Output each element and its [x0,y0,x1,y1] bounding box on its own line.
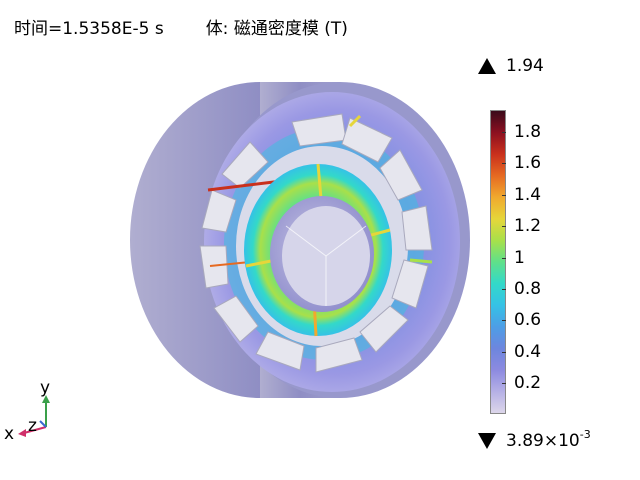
legend-tick-label: 0.8 [514,278,542,299]
legend-tick-label: 1 [514,247,525,268]
legend-tick-mark [502,257,506,259]
legend-tick-mark [502,131,506,133]
z-axis-label: z [28,416,37,436]
legend-max-value: 1.94 [506,56,544,76]
legend-tick-mark [502,163,506,165]
legend-tick-mark [502,226,506,228]
legend-tick-label: 1.4 [514,184,542,205]
y-axis-head [42,395,50,403]
legend-min-value: 3.89×10 [506,431,580,451]
y-axis-label: y [40,378,50,398]
plot-title: 时间=1.5358E-5 s 体: 磁通密度模 (T) [14,14,348,39]
time-label: 时间=1.5358E-5 s [14,19,164,39]
legend-tick-mark [502,383,506,385]
legend-tick-label: 0.6 [514,310,542,331]
legend-tick-mark [502,351,506,353]
legend-tick-mark [502,194,506,196]
motor-3d-view[interactable] [110,70,480,420]
stator-teeth [199,113,433,373]
triangle-down-icon [478,433,496,449]
legend-max: 1.94 [478,56,544,76]
legend-tick-label: 1.2 [514,216,542,237]
legend-min-exponent: -3 [579,428,591,441]
legend-tick-label: 1.6 [514,153,542,174]
rotor-hub [270,196,374,312]
legend-tick-label: 0.2 [514,373,542,394]
triangle-up-icon [478,58,496,74]
legend-tick-label: 0.4 [514,341,542,362]
x-axis-arrow [23,426,47,434]
color-legend-bar [490,110,506,414]
legend-tick-label: 1.8 [514,121,542,142]
x-axis-head [18,429,26,437]
legend-tick-mark [502,320,506,322]
x-axis-label: x [4,424,14,444]
z-axis-arrow [39,420,47,428]
coordinate-axes-triad: y x z [4,378,50,444]
quantity-label: 体: 磁通密度模 (T) [205,19,348,39]
legend-min: 3.89×10-3 [478,428,591,451]
legend-tick-mark [502,288,506,290]
